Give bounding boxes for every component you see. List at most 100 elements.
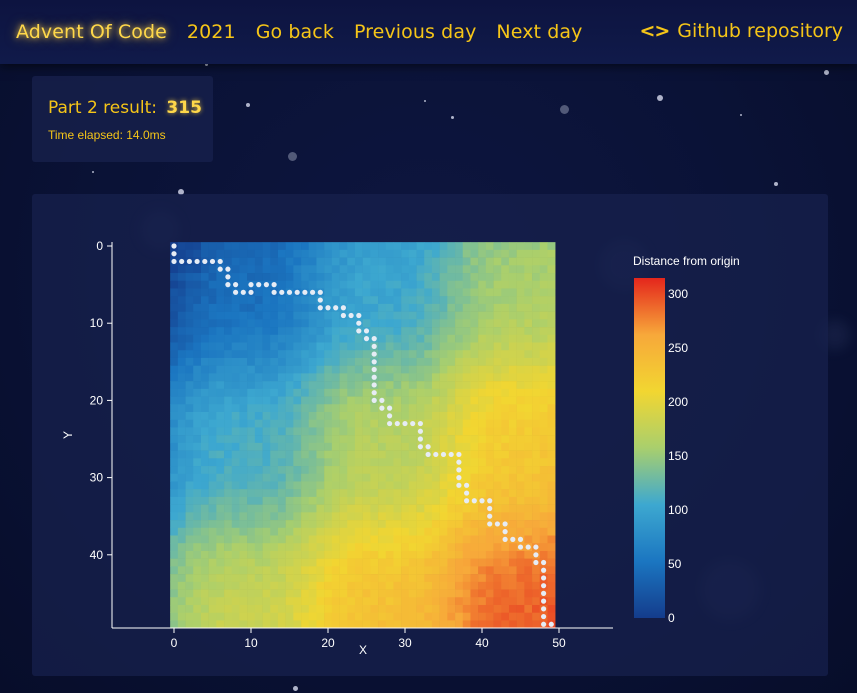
heatmap-cell [301,435,310,444]
heatmap-cell [247,249,256,258]
heatmap-cell [524,566,533,575]
heatmap-cell [462,512,471,521]
heatmap-cell [331,373,340,382]
heatmap-cell [262,574,271,583]
heatmap-cell [177,543,186,552]
heatmap-cell [331,242,340,251]
heatmap-cell [339,481,348,490]
heatmap-cell [354,334,363,343]
heatmap-cell [408,520,417,529]
heatmap-cell [200,342,209,351]
heatmap-cell [393,566,402,575]
heatmap-cell [385,388,394,397]
heatmap-cell [254,249,263,258]
heatmap-cell [216,396,225,405]
heatmap-cell [247,612,256,621]
heatmap-cell [485,458,494,467]
top-nav-bar: Advent Of Code 2021 Go back Previous day… [0,0,857,64]
heatmap-cell [508,574,517,583]
heatmap-cell [385,442,394,451]
heatmap-cell [501,288,510,297]
heatmap-cell [308,504,317,513]
heatmap-cell [224,450,233,459]
heatmap-cell [447,357,456,366]
heatmap-cell [277,327,286,336]
heatmap-cell [177,373,186,382]
heatmap-cell [293,265,302,274]
heatmap-cell [339,404,348,413]
heatmap-cell [293,396,302,405]
heatmap-cell [516,319,525,328]
heatmap-cell [177,496,186,505]
brand-link[interactable]: Advent Of Code [16,21,167,43]
heatmap-cell [185,311,194,320]
path-point [548,621,554,627]
heatmap-cell [185,473,194,482]
heatmap-cell [362,427,371,436]
heatmap-cell [508,589,517,598]
heatmap-cell [462,381,471,390]
heatmap-cell [524,558,533,567]
path-point [425,444,431,450]
next-day-link[interactable]: Next day [496,21,583,43]
heatmap-cell [216,411,225,420]
heatmap-cell [301,303,310,312]
heatmap-cell [362,466,371,475]
heatmap-cell [362,273,371,282]
heatmap-cell [170,473,179,482]
heatmap-cell [485,404,494,413]
year-link[interactable]: 2021 [186,21,236,43]
heatmap-cell [493,396,502,405]
heatmap-cell [324,381,333,390]
heatmap-cell [339,496,348,505]
heatmap-cell [408,550,417,559]
heatmap-cell [177,411,186,420]
heatmap-cell [470,273,479,282]
heatmap-cell [277,273,286,282]
heatmap-cell [424,311,433,320]
heatmap-cell [424,334,433,343]
heatmap-cell [308,589,317,598]
heatmap-cell [424,489,433,498]
heatmap-cell [308,404,317,413]
heatmap-cell [393,458,402,467]
heatmap-cell [416,589,425,598]
heatmap-cell [285,604,294,613]
go-back-link[interactable]: Go back [255,21,334,43]
heatmap-cell [239,504,248,513]
heatmap-cell [385,527,394,536]
heatmap-cell [270,396,279,405]
heatmap-cell [193,288,202,297]
heatmap-cell [262,435,271,444]
github-repository-link[interactable]: <> Github repository [639,20,843,42]
heatmap-cell [301,527,310,536]
heatmap-cell [508,450,517,459]
heatmap-cell [316,581,325,590]
heatmap-cell [301,381,310,390]
heatmap-cell [331,604,340,613]
heatmap-cell [177,357,186,366]
heatmap-cell [516,496,525,505]
heatmap-cell [308,597,317,606]
heatmap-cell [401,311,410,320]
heatmap-cell [462,396,471,405]
heatmap-cell [416,543,425,552]
heatmap-cell [254,334,263,343]
previous-day-link[interactable]: Previous day [353,21,477,43]
heatmap-cell [385,257,394,266]
heatmap-cell [431,527,440,536]
heatmap-cell [508,496,517,505]
heatmap-cell [378,311,387,320]
heatmap-cell [547,249,556,258]
heatmap-cell [532,342,541,351]
heatmap-cell [501,612,510,621]
heatmap-cell [208,520,217,529]
heatmap-cell [324,327,333,336]
heatmap-cell [200,574,209,583]
heatmap-cell [208,581,217,590]
heatmap-cell [393,280,402,289]
heatmap-cell [254,357,263,366]
heatmap-cell [439,604,448,613]
heatmap-cell [501,373,510,382]
